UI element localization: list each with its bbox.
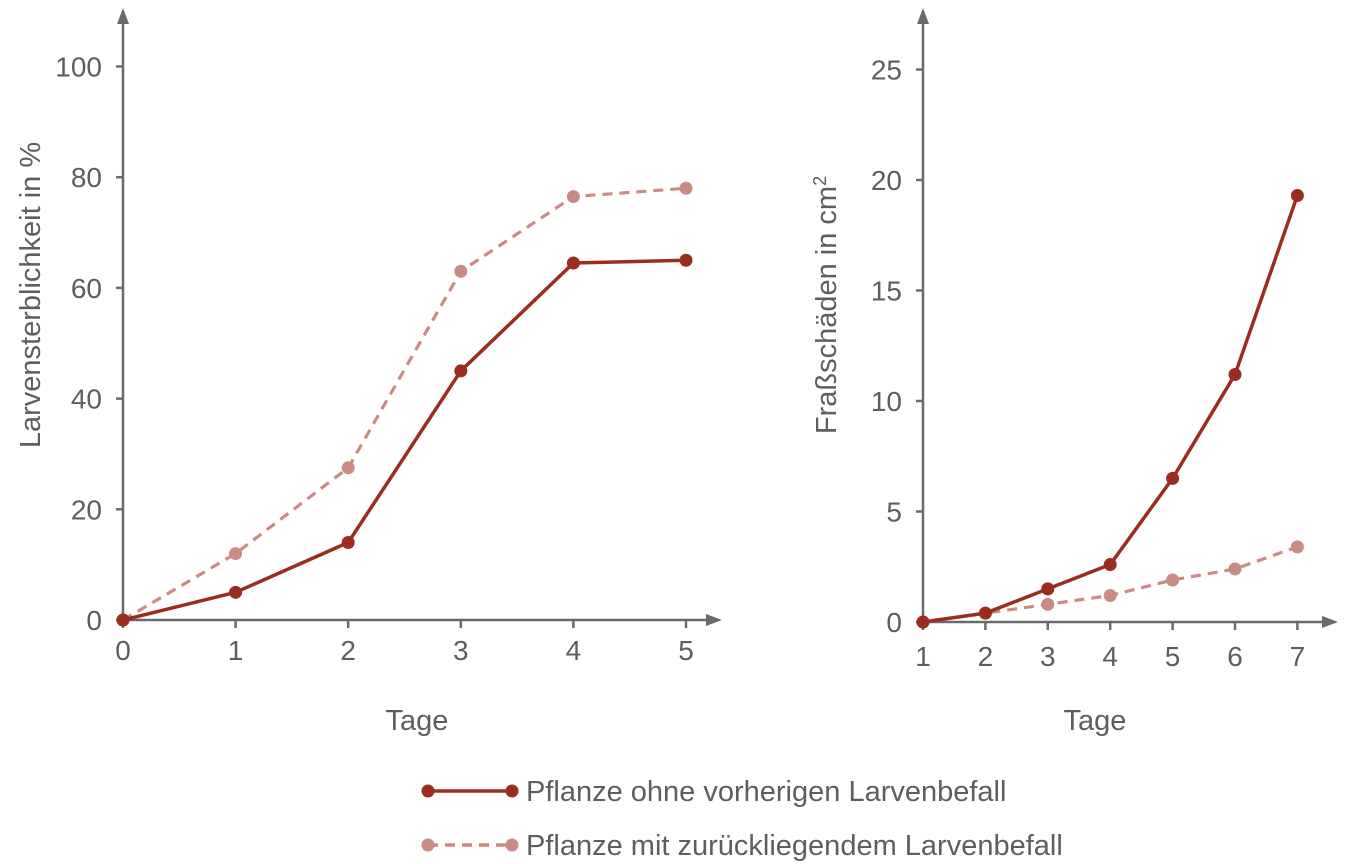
left-series-dashed-point bbox=[679, 181, 693, 195]
left-series-dashed-point bbox=[341, 461, 355, 475]
right-y-tick-label: 20 bbox=[871, 165, 902, 196]
right-series-solid-point bbox=[1103, 558, 1117, 572]
right-x-tick-label: 4 bbox=[1102, 641, 1118, 672]
right-series-solid-point bbox=[916, 615, 930, 629]
right-series-solid-point bbox=[1041, 582, 1055, 596]
legend-item-dashed: Pflanze mit zurückliegendem Larvenbefall bbox=[421, 830, 1063, 862]
legend-item-solid: Pflanze ohne vorherigen Larvenbefall bbox=[421, 776, 1006, 808]
legend-label-dashed: Pflanze mit zurückliegendem Larvenbefall bbox=[526, 830, 1063, 862]
left-x-axis-arrow bbox=[706, 614, 722, 626]
left-x-tick-label: 0 bbox=[115, 635, 131, 666]
legend-marker-solid-start bbox=[421, 784, 435, 798]
right-y-axis-title: Fraßschäden in cm2 bbox=[810, 176, 843, 434]
right-series-solid-point bbox=[978, 606, 992, 620]
left-x-tick-label: 2 bbox=[340, 635, 356, 666]
right-x-tick-label: 3 bbox=[1040, 641, 1056, 672]
legend-marker-dashed-end bbox=[505, 838, 519, 852]
right-y-tick-label: 5 bbox=[886, 497, 902, 528]
left-series-solid-point bbox=[229, 585, 243, 599]
left-x-tick-label: 3 bbox=[453, 635, 469, 666]
right-series-solid-line bbox=[922, 194, 1300, 624]
right-series-dashed-point bbox=[1228, 562, 1242, 576]
left-series-solid-point bbox=[679, 253, 693, 267]
left-x-axis-title: Tage bbox=[386, 705, 449, 737]
right-x-tick-label: 1 bbox=[915, 641, 931, 672]
right-y-axis-arrow bbox=[917, 8, 929, 24]
left-y-tick-label: 100 bbox=[55, 52, 102, 83]
right-series-solid-point bbox=[1166, 471, 1180, 485]
left-x-tick-label: 5 bbox=[678, 635, 694, 666]
left-x-tick-label: 4 bbox=[566, 635, 582, 666]
left-series-solid-point bbox=[454, 364, 468, 378]
legend: Pflanze ohne vorherigen Larvenbefall Pfl… bbox=[421, 776, 1063, 862]
right-series-dashed-point bbox=[1103, 588, 1117, 602]
chart-feeding-damage: 0 5 10 15 20 25 1 2 3 4 5 6 7 Tage Fraßschäden in cm2 bbox=[810, 8, 1338, 737]
left-series-dashed-point bbox=[566, 190, 580, 204]
left-series-solid-line bbox=[122, 258, 687, 622]
right-y-tick-label: 0 bbox=[886, 607, 902, 638]
left-y-axis-arrow bbox=[117, 8, 129, 24]
right-x-axis-title: Tage bbox=[1064, 705, 1127, 737]
right-x-tick-label: 6 bbox=[1227, 641, 1243, 672]
left-y-tick-label: 80 bbox=[71, 162, 102, 193]
left-y-axis-title: Larvensterblichkeit in % bbox=[15, 142, 47, 448]
left-y-tick-label: 0 bbox=[86, 605, 102, 636]
chart-larval-mortality: 0 20 40 60 80 100 0 1 2 3 4 5 Tage Larvensterblichkei… bbox=[15, 8, 722, 737]
left-series-solid-point bbox=[341, 536, 355, 550]
legend-label-solid: Pflanze ohne vorherigen Larvenbefall bbox=[526, 776, 1006, 808]
right-x-tick-label: 7 bbox=[1290, 641, 1306, 672]
right-y-tick-label: 25 bbox=[871, 55, 902, 86]
legend-marker-solid-end bbox=[505, 784, 519, 798]
left-series-dashed-point bbox=[454, 264, 468, 278]
left-series-dashed-point bbox=[229, 547, 243, 561]
right-x-axis-arrow bbox=[1322, 616, 1338, 628]
left-series-solid-point bbox=[566, 256, 580, 270]
left-y-tick-label: 60 bbox=[71, 273, 102, 304]
left-y-tick-label: 40 bbox=[71, 384, 102, 415]
right-x-tick-label: 5 bbox=[1165, 641, 1181, 672]
right-x-tick-label: 2 bbox=[978, 641, 994, 672]
right-y-axis-title-superscript: 2 bbox=[810, 176, 830, 186]
right-series-solid-point bbox=[1228, 367, 1242, 381]
left-y-tick-label: 20 bbox=[71, 494, 102, 525]
right-y-tick-label: 10 bbox=[871, 386, 902, 417]
right-series-dashed-point bbox=[1290, 540, 1304, 554]
right-series-solid-point bbox=[1290, 188, 1304, 202]
left-series-solid-point bbox=[116, 613, 130, 627]
legend-marker-dashed-start bbox=[421, 838, 435, 852]
right-series-dashed-point bbox=[1166, 573, 1180, 587]
left-series-dashed-line bbox=[122, 186, 687, 622]
right-series-dashed-point bbox=[1041, 597, 1055, 611]
left-x-tick-label: 1 bbox=[228, 635, 244, 666]
right-y-tick-label: 15 bbox=[871, 276, 902, 307]
